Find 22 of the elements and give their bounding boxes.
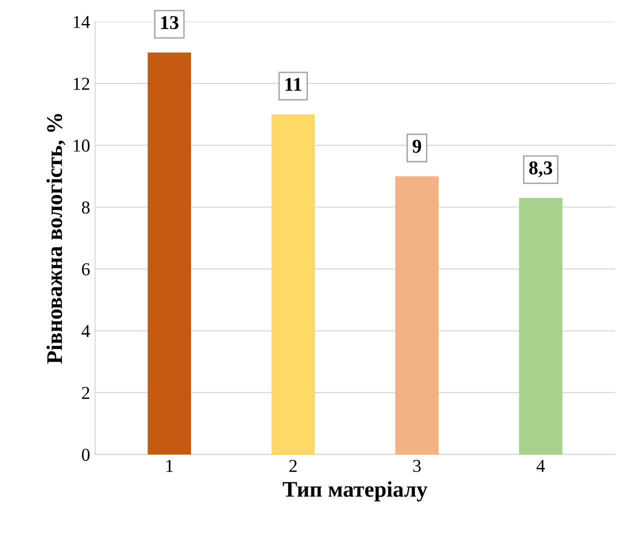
y-tick-label: 8	[82, 201, 90, 214]
y-tick-label: 4	[82, 325, 90, 338]
data-label: 11	[286, 78, 302, 91]
x-tick-label: 1	[166, 460, 173, 472]
data-label: 13	[161, 16, 178, 30]
y-tick-label: 10	[74, 140, 90, 152]
data-label: 8,3	[529, 161, 552, 178]
data-label: 9	[412, 140, 422, 153]
y-tick-label: 6	[82, 263, 90, 276]
x-tick-label: 2	[289, 460, 297, 472]
y-tick-label: 12	[74, 78, 90, 90]
y-tick-label: 2	[82, 386, 90, 399]
y-tick-label: 0	[82, 448, 90, 461]
bar	[148, 52, 192, 454]
x-axis-title: Тип матеріалу	[282, 481, 428, 502]
x-tick-label: 4	[536, 460, 545, 472]
bar	[519, 198, 562, 454]
y-tick-label: 14	[74, 16, 90, 28]
x-tick-label: 3	[413, 460, 421, 472]
y-axis-title: Рівноважна вологість, %	[46, 114, 66, 364]
bar	[271, 114, 315, 454]
bar	[395, 176, 439, 454]
